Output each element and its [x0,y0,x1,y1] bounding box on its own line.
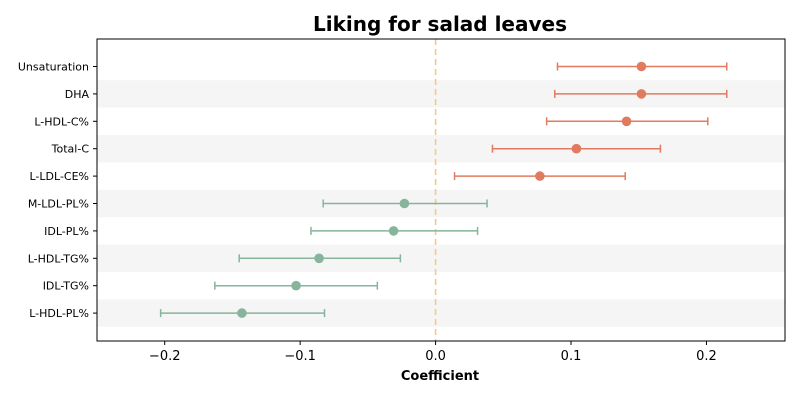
estimate-point [621,116,632,127]
estimate-point [571,143,582,154]
x-tick-label: −0.1 [284,349,316,364]
estimate-point [291,280,301,291]
y-tick-label: Total-C [51,143,90,156]
y-tick-label: IDL-PL% [44,225,89,238]
estimate-point [636,61,647,72]
y-tick-label: M-LDL-PL% [28,198,89,211]
x-tick-label: 0.2 [696,349,717,364]
y-tick-label: L-LDL-CE% [30,170,90,183]
y-axis: Unsaturation DHA L-HDL-C% Total-C L-LDL-CE% M… [18,61,97,320]
x-tick-label: 0.1 [561,349,582,364]
estimate-point [314,253,324,264]
x-tick-label: 0.0 [425,349,446,364]
estimate-point [636,89,647,99]
y-tick-label: L-HDL-TG% [28,252,89,265]
y-tick-label: L-HDL-C% [34,115,89,128]
coefficient-series [159,61,728,318]
y-tick-label: L-HDL-PL% [29,307,89,320]
x-tick-label: −0.2 [149,349,181,364]
row-band [97,244,785,272]
y-tick-label: IDL-TG% [43,280,89,293]
y-tick-label: Unsaturation [18,61,89,74]
x-axis-label: Coefficient [401,369,479,384]
x-axis: −0.2 −0.1 0.0 0.1 0.2 [149,341,717,364]
estimate-point [237,308,247,318]
estimate-point [388,226,399,236]
estimate-point [399,198,410,209]
plot-frame [96,38,786,342]
y-tick-label: DHA [65,88,90,101]
row-band [97,135,785,163]
chart-title: Liking for salad leaves [313,12,567,36]
estimate-point [535,171,545,181]
